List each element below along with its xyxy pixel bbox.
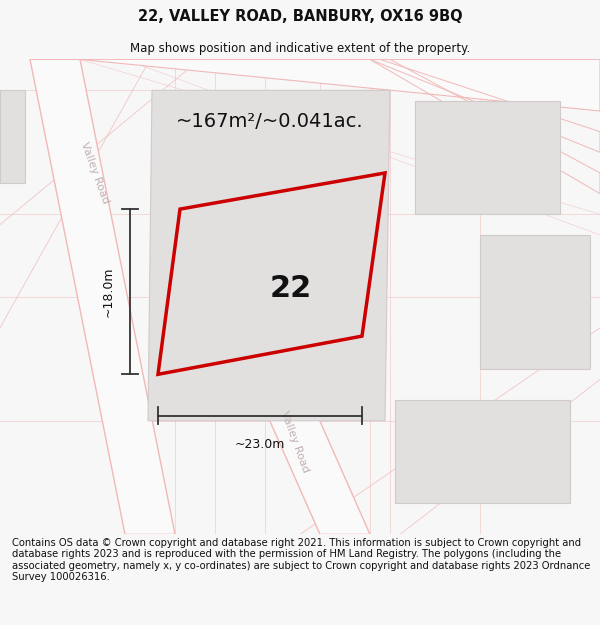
Polygon shape (158, 173, 385, 374)
Polygon shape (415, 101, 560, 214)
Text: Contains OS data © Crown copyright and database right 2021. This information is : Contains OS data © Crown copyright and d… (12, 538, 590, 582)
Text: ~167m²/~0.041ac.: ~167m²/~0.041ac. (176, 112, 364, 131)
Text: 22, VALLEY ROAD, BANBURY, OX16 9BQ: 22, VALLEY ROAD, BANBURY, OX16 9BQ (137, 9, 463, 24)
Text: ~23.0m: ~23.0m (235, 438, 285, 451)
Text: Valley Road: Valley Road (279, 409, 311, 474)
Polygon shape (30, 59, 175, 534)
Polygon shape (480, 235, 590, 369)
Text: ~18.0m: ~18.0m (101, 266, 115, 317)
Polygon shape (148, 91, 390, 421)
Text: 22: 22 (270, 274, 313, 303)
Polygon shape (0, 91, 25, 183)
Text: Map shows position and indicative extent of the property.: Map shows position and indicative extent… (130, 42, 470, 55)
Polygon shape (395, 400, 570, 503)
Polygon shape (215, 297, 370, 534)
Text: Valley Road: Valley Road (79, 141, 111, 205)
Polygon shape (80, 59, 600, 111)
